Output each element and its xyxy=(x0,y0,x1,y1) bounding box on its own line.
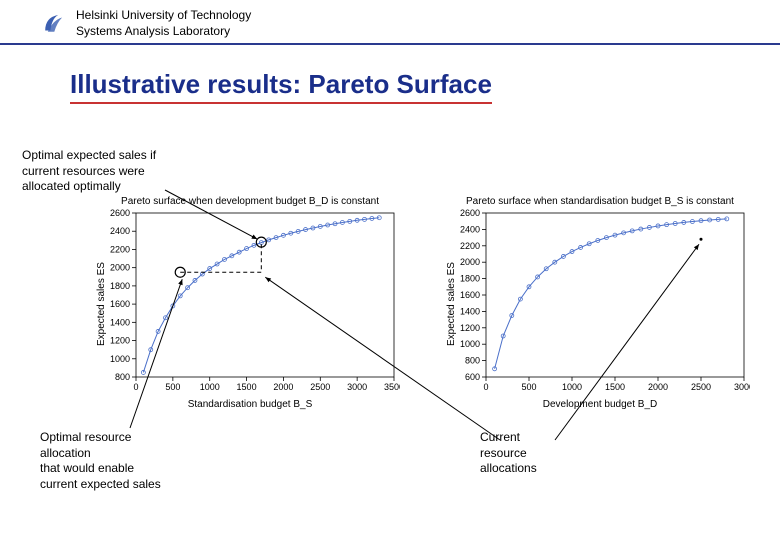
chart-left-xlabel: Standardisation budget B_S xyxy=(100,399,400,410)
svg-text:2000: 2000 xyxy=(460,257,480,267)
svg-text:1000: 1000 xyxy=(460,339,480,349)
svg-text:800: 800 xyxy=(115,372,130,382)
header: Helsinki University of Technology System… xyxy=(0,0,780,45)
svg-text:2500: 2500 xyxy=(691,382,711,392)
svg-text:0: 0 xyxy=(133,382,138,392)
svg-text:800: 800 xyxy=(465,356,480,366)
svg-text:2000: 2000 xyxy=(110,263,130,273)
svg-text:3000: 3000 xyxy=(734,382,750,392)
chart-right-wrap: Pareto surface when standardisation budg… xyxy=(450,196,750,410)
chart-left: 0 500 1000 1500 2000 2500 3000 3500 800 1000 1200 1… xyxy=(100,209,400,399)
svg-text:1500: 1500 xyxy=(237,382,257,392)
svg-text:1000: 1000 xyxy=(200,382,220,392)
sal-logo-icon xyxy=(40,11,66,37)
svg-text:0: 0 xyxy=(483,382,488,392)
svg-text:2000: 2000 xyxy=(273,382,293,392)
charts-row: Pareto surface when development budget B… xyxy=(100,196,760,410)
org-line1: Helsinki University of Technology xyxy=(76,8,251,24)
svg-text:2600: 2600 xyxy=(110,209,130,218)
svg-text:2400: 2400 xyxy=(110,226,130,236)
svg-text:500: 500 xyxy=(521,382,536,392)
slide-title: Illustrative results: Pareto Surface xyxy=(70,69,492,104)
chart-right-xlabel: Development budget B_D xyxy=(450,399,750,410)
svg-text:2600: 2600 xyxy=(460,209,480,218)
svg-text:1800: 1800 xyxy=(460,274,480,284)
chart-right: 0 500 1000 1500 2000 2500 3000 600 800 1000 1200 14… xyxy=(450,209,750,399)
svg-text:2000: 2000 xyxy=(648,382,668,392)
svg-text:2200: 2200 xyxy=(460,241,480,251)
chart-right-title: Pareto surface when standardisation budg… xyxy=(450,196,750,207)
svg-text:1200: 1200 xyxy=(460,323,480,333)
svg-text:2200: 2200 xyxy=(110,244,130,254)
svg-text:2400: 2400 xyxy=(460,224,480,234)
svg-text:1200: 1200 xyxy=(110,336,130,346)
svg-text:1400: 1400 xyxy=(110,317,130,327)
svg-text:1400: 1400 xyxy=(460,306,480,316)
annotation-bottom-left: Optimal resourceallocationthat would ena… xyxy=(40,430,161,492)
chart-left-wrap: Pareto surface when development budget B… xyxy=(100,196,400,410)
svg-text:1500: 1500 xyxy=(605,382,625,392)
title-text: Illustrative results: Pareto Surface xyxy=(70,69,492,99)
header-org: Helsinki University of Technology System… xyxy=(76,8,251,39)
org-line2: Systems Analysis Laboratory xyxy=(76,24,251,40)
svg-text:3500: 3500 xyxy=(384,382,400,392)
svg-text:1800: 1800 xyxy=(110,281,130,291)
svg-text:500: 500 xyxy=(165,382,180,392)
chart-right-ylabel: Expected sales ES xyxy=(446,262,457,346)
svg-text:1600: 1600 xyxy=(110,299,130,309)
svg-text:1600: 1600 xyxy=(460,290,480,300)
svg-text:3000: 3000 xyxy=(347,382,367,392)
chart-left-title: Pareto surface when development budget B… xyxy=(100,196,400,207)
svg-text:1000: 1000 xyxy=(562,382,582,392)
annotation-bottom-right: Currentresourceallocations xyxy=(480,430,537,477)
svg-text:600: 600 xyxy=(465,372,480,382)
chart-left-ylabel: Expected sales ES xyxy=(96,262,107,346)
annotation-top-left: Optimal expected sales ifcurrent resourc… xyxy=(22,148,156,195)
svg-text:2500: 2500 xyxy=(310,382,330,392)
svg-text:1000: 1000 xyxy=(110,354,130,364)
